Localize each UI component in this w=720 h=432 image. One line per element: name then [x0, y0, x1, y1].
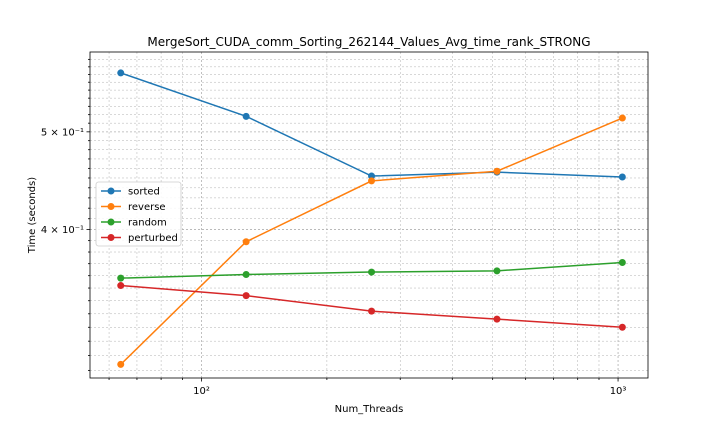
y-axis-label: Time (seconds) — [27, 177, 38, 254]
chart-title: MergeSort_CUDA_comm_Sorting_262144_Value… — [147, 35, 590, 49]
series-layer — [117, 69, 626, 368]
grid-layer — [90, 52, 648, 378]
data-point-sorted — [368, 172, 376, 180]
data-point-random — [618, 259, 626, 267]
legend-marker — [107, 187, 115, 195]
legend-item-sorted: sorted — [101, 187, 160, 198]
y-tick-label: 5 × 10⁻¹ — [41, 127, 84, 138]
data-point-perturbed — [493, 315, 501, 323]
data-point-reverse — [242, 238, 250, 246]
data-point-perturbed — [368, 307, 376, 315]
legend-label: reverse — [128, 202, 166, 213]
legend-label: random — [128, 218, 167, 229]
series-random — [117, 259, 626, 282]
x-tick-label: 10³ — [610, 386, 627, 397]
data-point-reverse — [493, 167, 501, 175]
legend-label: perturbed — [128, 233, 178, 244]
data-point-random — [242, 270, 250, 278]
data-point-sorted — [117, 69, 125, 77]
legend-marker — [107, 218, 115, 226]
data-point-sorted — [242, 112, 250, 120]
data-point-perturbed — [242, 292, 250, 300]
legend-item-random: random — [101, 218, 167, 229]
data-point-random — [493, 267, 501, 275]
legend-box — [95, 181, 182, 247]
legend-marker — [107, 234, 115, 241]
legend-item-perturbed: perturbed — [101, 233, 178, 244]
legend-item-reverse: reverse — [101, 202, 166, 213]
data-point-reverse — [618, 114, 626, 122]
y-tick-label: 4 × 10⁻¹ — [41, 225, 84, 236]
data-point-perturbed — [618, 323, 626, 331]
legend: sorted reverse random perturbed — [95, 181, 182, 247]
data-point-reverse — [368, 177, 376, 185]
data-point-perturbed — [117, 282, 125, 290]
x-axis-label: Num_Threads — [335, 404, 404, 415]
data-point-random — [117, 274, 125, 282]
data-point-reverse — [117, 360, 125, 368]
series-reverse — [117, 114, 626, 368]
legend-label: sorted — [128, 187, 160, 198]
x-tick-label: 10² — [193, 386, 210, 397]
plot-frame — [89, 51, 649, 379]
tick-layer: 10² 10³ 4 × 10⁻¹ 5 × 10⁻¹ — [41, 58, 627, 397]
series-perturbed — [117, 282, 626, 331]
data-point-sorted — [618, 173, 626, 181]
legend-marker — [107, 203, 115, 210]
data-point-random — [368, 268, 376, 276]
